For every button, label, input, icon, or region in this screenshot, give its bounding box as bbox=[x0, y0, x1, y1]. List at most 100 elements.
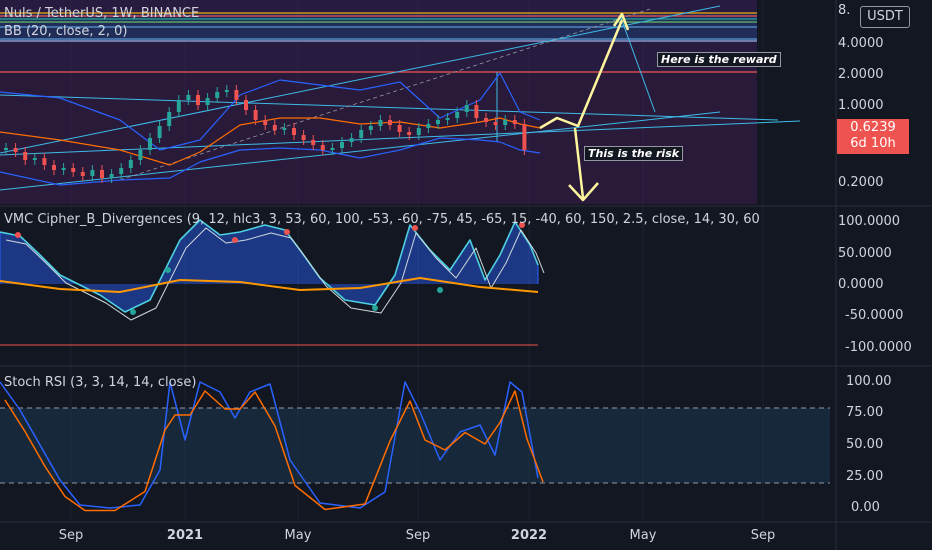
candle-body bbox=[167, 112, 172, 126]
trend-line bbox=[0, 5, 721, 154]
cipher-indicator-label[interactable]: VMC Cipher_B_Divergences (9, 12, hlc3, 3… bbox=[4, 212, 760, 227]
time-tick: 2022 bbox=[510, 528, 548, 543]
candle-body bbox=[301, 135, 306, 140]
time-tick: Sep bbox=[58, 528, 84, 543]
candle-body bbox=[263, 120, 268, 125]
candle-body bbox=[407, 132, 412, 135]
candle-body bbox=[4, 148, 8, 150]
candle-body bbox=[90, 170, 95, 176]
bb-lower-band bbox=[0, 137, 541, 186]
candle-body bbox=[148, 138, 152, 150]
candle-body bbox=[426, 124, 431, 128]
price-tick: 4.0000 bbox=[838, 36, 884, 51]
bb-upper-band bbox=[0, 72, 541, 151]
candle-body bbox=[109, 174, 114, 178]
candle-body bbox=[320, 145, 325, 150]
candle-body bbox=[292, 128, 296, 135]
price-tick: 2.0000 bbox=[838, 67, 884, 82]
time-tick: Sep bbox=[405, 528, 431, 543]
time-tick: May bbox=[629, 528, 657, 543]
candle-body bbox=[100, 170, 104, 178]
trend-line bbox=[0, 120, 801, 156]
cipher-tick: -50.0000 bbox=[845, 308, 904, 323]
candle-body bbox=[522, 124, 527, 150]
candle-body bbox=[205, 98, 210, 105]
trend-line bbox=[119, 8, 651, 181]
bb-basis bbox=[0, 117, 541, 166]
symbol-title[interactable]: Nuls / TetherUS, 1W, BINANCE bbox=[4, 6, 200, 21]
candle-body bbox=[138, 150, 143, 160]
candle-body bbox=[512, 120, 517, 124]
cipher-signal-dot bbox=[372, 305, 378, 311]
price-tick: 8. bbox=[838, 3, 851, 18]
bar-countdown: 6d 10h bbox=[850, 136, 896, 151]
candle-body bbox=[186, 95, 191, 100]
candle-body bbox=[32, 158, 37, 160]
candle-body bbox=[397, 125, 402, 132]
candle-body bbox=[52, 165, 56, 170]
risk-arrowhead bbox=[568, 182, 599, 202]
time-tick: May bbox=[284, 528, 312, 543]
stoch-tick: 50.00 bbox=[846, 437, 884, 452]
candle-body bbox=[157, 126, 162, 138]
candle-body bbox=[42, 158, 47, 165]
cipher-signal-dot bbox=[130, 309, 136, 315]
cipher-signal-dot bbox=[232, 237, 238, 243]
price-tick: 0.2000 bbox=[838, 175, 884, 190]
candle-body bbox=[503, 120, 508, 125]
risk-arrow bbox=[573, 127, 585, 199]
stoch-tick: 25.00 bbox=[846, 469, 884, 484]
stoch-tick: 100.00 bbox=[846, 374, 892, 389]
cipher-signal-dot bbox=[165, 267, 171, 273]
stoch-k-line bbox=[0, 381, 539, 509]
candle-body bbox=[330, 148, 335, 150]
reward-annotation[interactable]: Here is the reward bbox=[657, 52, 781, 67]
candle-body bbox=[493, 122, 498, 125]
candle-body bbox=[378, 120, 383, 126]
candle-body bbox=[388, 120, 392, 125]
candle-body bbox=[484, 118, 488, 122]
candle-body bbox=[272, 125, 277, 130]
candle-body bbox=[224, 90, 229, 92]
cipher-money-flow bbox=[0, 277, 539, 293]
trend-line bbox=[619, 14, 656, 113]
candle-body bbox=[349, 138, 354, 142]
cipher-signal-dot bbox=[412, 225, 418, 231]
candle-body bbox=[340, 142, 344, 148]
cipher-tick: 100.0000 bbox=[838, 214, 901, 229]
candle-body bbox=[311, 140, 316, 145]
candle-body bbox=[244, 100, 248, 110]
candle-body bbox=[23, 152, 28, 160]
currency-button[interactable]: USDT bbox=[860, 6, 910, 28]
candle-body bbox=[368, 126, 373, 130]
last-price: 0.6239 bbox=[850, 120, 896, 135]
cipher-tick: -100.0000 bbox=[845, 340, 912, 355]
candle-body bbox=[474, 105, 479, 118]
candle-body bbox=[436, 120, 440, 124]
cipher-signal-dot bbox=[284, 229, 290, 235]
candle-body bbox=[119, 168, 124, 174]
stoch-tick: 75.00 bbox=[846, 405, 884, 420]
candle-body bbox=[359, 130, 364, 138]
candle-body bbox=[196, 95, 200, 105]
last-price-tag: 0.6239 6d 10h bbox=[837, 119, 909, 154]
price-tick: 1.0000 bbox=[838, 98, 884, 113]
stoch-rsi-label[interactable]: Stoch RSI (3, 3, 14, 14, close) bbox=[4, 375, 197, 390]
bb-indicator-label[interactable]: BB (20, close, 2, 0) bbox=[4, 24, 128, 39]
candle-body bbox=[253, 110, 258, 120]
time-tick: 2021 bbox=[166, 528, 204, 543]
trend-line bbox=[0, 111, 721, 191]
candle-body bbox=[282, 128, 287, 130]
candle-body bbox=[61, 168, 66, 170]
candle-body bbox=[71, 168, 76, 172]
candle-body bbox=[176, 100, 181, 112]
candle-body bbox=[128, 160, 133, 168]
risk-annotation[interactable]: This is the risk bbox=[584, 146, 684, 161]
cipher-signal-dot bbox=[437, 287, 443, 293]
reward-arrow bbox=[539, 19, 624, 130]
cipher-signal-dot bbox=[519, 222, 525, 228]
candle-body bbox=[215, 92, 220, 98]
stoch-d-line bbox=[4, 390, 544, 512]
